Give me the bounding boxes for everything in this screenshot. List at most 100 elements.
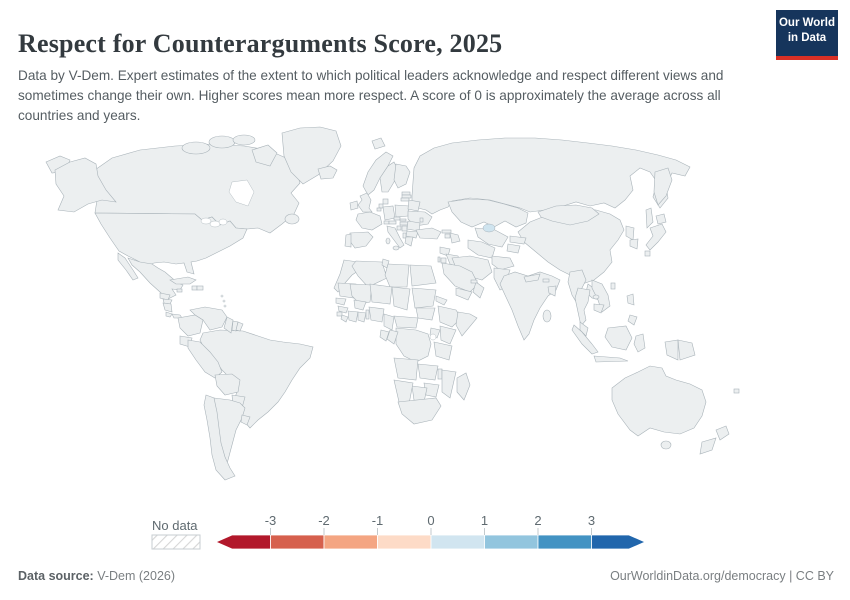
country-greece[interactable] (404, 236, 414, 247)
country-bolivia[interactable] (214, 373, 241, 396)
country-chile[interactable] (203, 394, 236, 481)
country-costa_rica[interactable] (165, 311, 173, 318)
country-slovakia[interactable] (399, 218, 407, 222)
country-georgia[interactable] (441, 229, 452, 234)
country-albania[interactable] (402, 232, 407, 239)
country-new_zealand[interactable] (715, 425, 730, 441)
country-colombia[interactable] (177, 314, 204, 337)
country-indonesia[interactable] (593, 355, 629, 363)
legend-bin--3[interactable] (215, 534, 271, 550)
country-bulgaria[interactable] (405, 230, 419, 239)
country-zambia[interactable] (417, 363, 439, 381)
country-french_guiana[interactable] (235, 321, 244, 332)
country-switzerland[interactable] (383, 220, 390, 225)
country-canada[interactable] (251, 144, 278, 167)
country-niger[interactable] (369, 283, 393, 305)
country-madagascar[interactable] (456, 372, 471, 401)
legend-bin-3[interactable] (591, 534, 646, 550)
legend-bin-0to1[interactable] (430, 534, 485, 550)
country-angola[interactable] (393, 357, 419, 381)
country-belgium[interactable] (376, 207, 382, 212)
country-turkey[interactable] (415, 227, 442, 240)
country-netherlands[interactable] (378, 203, 384, 209)
country-vietnam[interactable] (591, 279, 611, 313)
country-bhutan[interactable] (542, 278, 550, 283)
country-eritrea[interactable] (435, 295, 448, 306)
country-uruguay[interactable] (240, 414, 251, 426)
country-mongolia[interactable] (537, 204, 600, 226)
legend-bin-2to3[interactable] (537, 534, 592, 550)
country-dr_congo[interactable] (395, 327, 432, 363)
country-malaysia[interactable] (579, 321, 589, 337)
country-czechia[interactable] (393, 216, 401, 221)
country-latvia[interactable] (401, 194, 412, 199)
country-japan[interactable] (655, 213, 667, 225)
country-finland[interactable] (393, 163, 411, 189)
country-russia[interactable] (411, 137, 691, 215)
country-ghana[interactable] (357, 311, 367, 323)
country-cambodia[interactable] (593, 303, 605, 314)
country-chad[interactable] (391, 286, 411, 311)
country-north_korea[interactable] (625, 225, 635, 241)
country-israel[interactable] (437, 256, 441, 263)
country-hainan[interactable] (592, 294, 600, 300)
country-ivory_coast[interactable] (347, 310, 359, 323)
country-cuba[interactable] (169, 276, 197, 285)
country-russia[interactable] (645, 207, 654, 229)
country-germany[interactable] (382, 205, 396, 221)
country-moldova[interactable] (419, 217, 424, 223)
country-afghanistan[interactable] (491, 255, 515, 271)
country-burkina_faso[interactable] (353, 299, 367, 311)
country-mozambique[interactable] (441, 369, 457, 399)
country-south_africa[interactable] (397, 397, 442, 425)
country-bangladesh[interactable] (547, 285, 557, 297)
country-iceland[interactable] (317, 165, 338, 180)
country-west_papua[interactable] (664, 339, 679, 361)
country-canada[interactable] (232, 134, 256, 146)
legend-bin--3to-2[interactable] (270, 534, 325, 550)
country-guinea[interactable] (337, 305, 349, 314)
country-sri_lanka[interactable] (542, 309, 552, 323)
country-united_arab_emirates[interactable] (470, 279, 478, 284)
country-japan[interactable] (644, 250, 651, 257)
no-data-swatch[interactable] (151, 534, 201, 550)
country-somalia[interactable] (455, 311, 478, 337)
country-uzbekistan[interactable] (474, 227, 509, 248)
country-indonesia[interactable] (604, 325, 633, 351)
country-senegal[interactable] (335, 297, 347, 306)
country-australia[interactable] (611, 365, 707, 437)
country-united_states[interactable] (54, 157, 117, 213)
legend-bin--1to0[interactable] (377, 534, 432, 550)
country-jordan[interactable] (440, 257, 447, 264)
country-sicily[interactable] (392, 245, 400, 251)
country-norway[interactable] (362, 151, 394, 196)
country-jamaica[interactable] (176, 288, 183, 293)
country-indonesia[interactable] (633, 333, 646, 353)
country-haiti[interactable] (191, 285, 198, 291)
country-fiji[interactable] (733, 388, 740, 394)
country-indonesia[interactable] (571, 324, 599, 355)
country-taiwan[interactable] (610, 282, 616, 290)
country-kyrgyzstan[interactable] (509, 235, 527, 245)
country-kenya[interactable] (439, 325, 457, 345)
country-belarus[interactable] (407, 199, 421, 212)
country-thailand[interactable] (574, 287, 591, 327)
country-mexico[interactable] (117, 252, 139, 281)
country-south_korea[interactable] (629, 238, 639, 250)
country-tanzania[interactable] (433, 341, 453, 361)
country-sudan[interactable] (411, 287, 437, 309)
country-russia[interactable] (653, 167, 673, 206)
country-liberia[interactable] (340, 314, 349, 323)
country-united_kingdom[interactable] (357, 192, 373, 213)
country-canada[interactable] (181, 141, 211, 155)
country-azerbaijan[interactable] (449, 232, 461, 244)
country-austria[interactable] (388, 220, 397, 225)
country-nepal[interactable] (523, 273, 541, 283)
country-malawi[interactable] (437, 368, 443, 380)
country-greenland[interactable] (281, 126, 342, 185)
country-gabon[interactable] (379, 329, 390, 342)
country-portugal[interactable] (344, 233, 352, 248)
country-sardinia[interactable] (385, 237, 391, 245)
country-papua_new_guinea[interactable] (677, 339, 696, 361)
country-estonia[interactable] (401, 191, 411, 196)
